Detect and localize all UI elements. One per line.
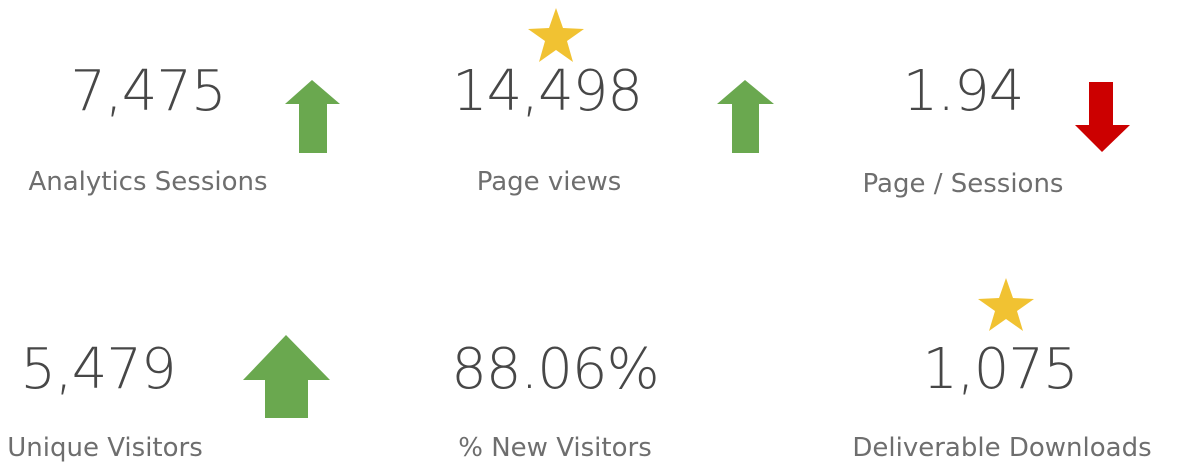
metric-value: 1.94 [903,59,1024,124]
metric-label: Page views [477,167,622,197]
metric-value: 1,075 [922,337,1077,402]
up-arrow [243,335,330,418]
up-arrow [717,80,774,153]
metric-label: % New Visitors [458,433,652,463]
metric-label: Unique Visitors [7,433,203,463]
metric-label: Analytics Sessions [28,167,267,197]
metric-label: Page / Sessions [863,169,1064,199]
up-arrow [285,80,340,153]
metric-label: Deliverable Downloads [852,433,1151,463]
down-arrow [1075,82,1130,152]
metric-value: 5,479 [20,337,175,402]
metric-value: 14,498 [452,59,642,124]
metric-value: 88.06% [451,337,659,402]
star [978,278,1034,331]
star [528,8,584,62]
metric-value: 7,475 [70,59,225,124]
